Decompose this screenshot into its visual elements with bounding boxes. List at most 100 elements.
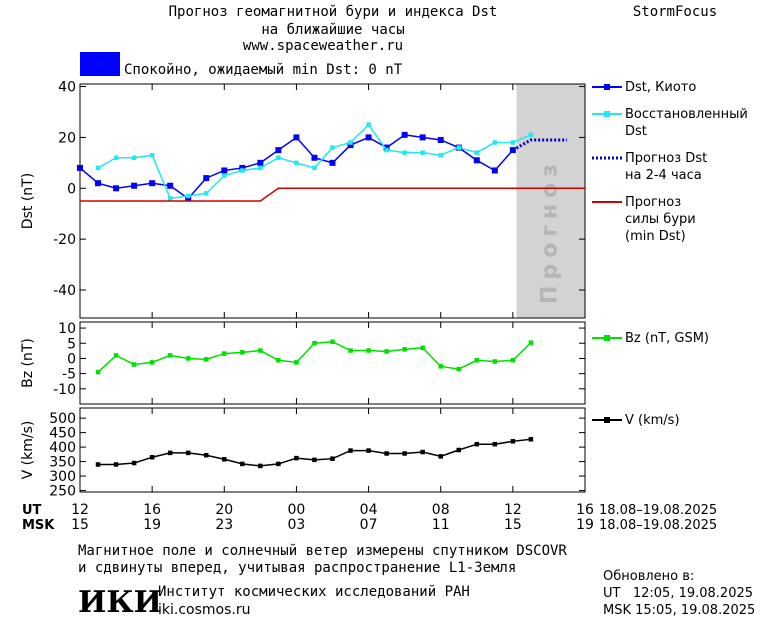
data-point [275,147,282,154]
legend-label: Dst, Киото [625,80,696,95]
data-point [95,369,101,375]
data-point [113,462,119,467]
data-point [131,182,138,189]
data-point [528,437,534,442]
legend-label: V (km/s) [625,413,680,428]
data-point [276,358,281,363]
data-point [312,457,317,463]
data-point [384,349,389,354]
data-point [348,448,353,453]
data-point [438,454,443,459]
brand: StormFocus [633,4,717,20]
data-point [347,142,354,149]
data-point [402,451,407,456]
data-point [456,145,461,150]
y-tick-label: 450 [49,426,76,442]
forecast-band [516,84,585,318]
data-point [113,185,120,192]
x-tick-label: 04 [360,502,378,518]
data-point [366,122,371,127]
data-point [365,134,372,141]
x-tick-label: 16 [576,502,594,518]
data-point [366,448,371,453]
data-point [204,191,209,196]
note: Магнитное поле и солнечный ветер измерен… [78,543,567,559]
data-point [149,360,155,365]
x-tick-label: 16 [143,502,161,518]
x-row-label: UT [22,503,42,518]
y-tick-label: 40 [58,80,76,96]
data-point [438,152,443,158]
data-point [167,182,174,189]
series-line [512,138,567,152]
x-tick-label-msk: 15 [504,517,522,533]
legend-label: Bz (nT, GSM) [625,331,709,346]
data-point [276,155,281,161]
x-tick-label: 00 [288,502,306,518]
data-point [185,450,191,456]
y-tick-label: 250 [49,484,76,500]
updated-label: Обновлено в: [603,569,694,584]
data-point [240,350,245,355]
data-point [185,356,191,361]
data-point [456,366,461,372]
data-point [329,159,336,166]
data-point [528,340,534,345]
data-point [294,455,299,461]
data-point [419,134,426,141]
x-tick-label-msk: 07 [360,517,378,533]
plot-frame [79,407,586,493]
updated-ut: UT 12:05, 19.08.2025 [603,586,753,601]
data-point [276,461,281,467]
legend-label: Прогноз Dst на 2-4 часа [625,151,707,183]
y-axis-label: Bz (nT) [20,338,36,388]
data-point [510,358,516,363]
data-point [294,160,299,166]
data-point [492,140,498,145]
data-point [438,364,443,369]
x-row-label: MSK [22,518,55,533]
y-tick-label: 0 [67,181,76,197]
subtitle: на ближайшие часы [261,22,404,38]
data-point [240,461,245,467]
data-point [330,339,335,344]
x-tick-label: 20 [215,502,233,518]
data-point [222,351,227,356]
data-point [384,147,389,153]
data-point [330,145,335,150]
data-point [402,150,407,155]
x-tick-label: 08 [432,502,450,518]
data-point [222,173,227,178]
note: и сдвинуты вперед, учитывая распростране… [78,560,516,576]
data-point [95,165,101,171]
data-point [420,449,425,455]
data-point [113,155,119,161]
data-point [384,451,389,456]
status-text: Спокойно, ожидаемый min Dst: 0 nT [124,62,403,78]
data-point [311,154,318,161]
x-tick-label-msk: 23 [215,517,233,533]
y-tick-label: 350 [49,455,76,471]
data-point [222,457,227,462]
plot-frame [79,321,586,405]
y-tick-label: -40 [53,283,76,299]
data-point [510,439,516,444]
data-point [456,447,461,453]
data-point [348,140,353,145]
y-tick-label: -5 [62,367,76,383]
data-point [77,164,83,171]
url: www.spaceweather.ru [243,38,403,54]
x-tick-label-msk: 19 [143,517,161,533]
legend-marker [604,84,610,90]
legend-marker [604,335,610,341]
y-tick-label: 0 [67,351,76,367]
x-row-date: 18.08–19.08.2025 [599,518,717,533]
data-point [402,347,407,352]
data-point [203,175,210,182]
data-point [131,460,137,466]
data-point [348,348,353,353]
y-tick-label: -10 [53,382,76,398]
data-point [491,167,498,174]
